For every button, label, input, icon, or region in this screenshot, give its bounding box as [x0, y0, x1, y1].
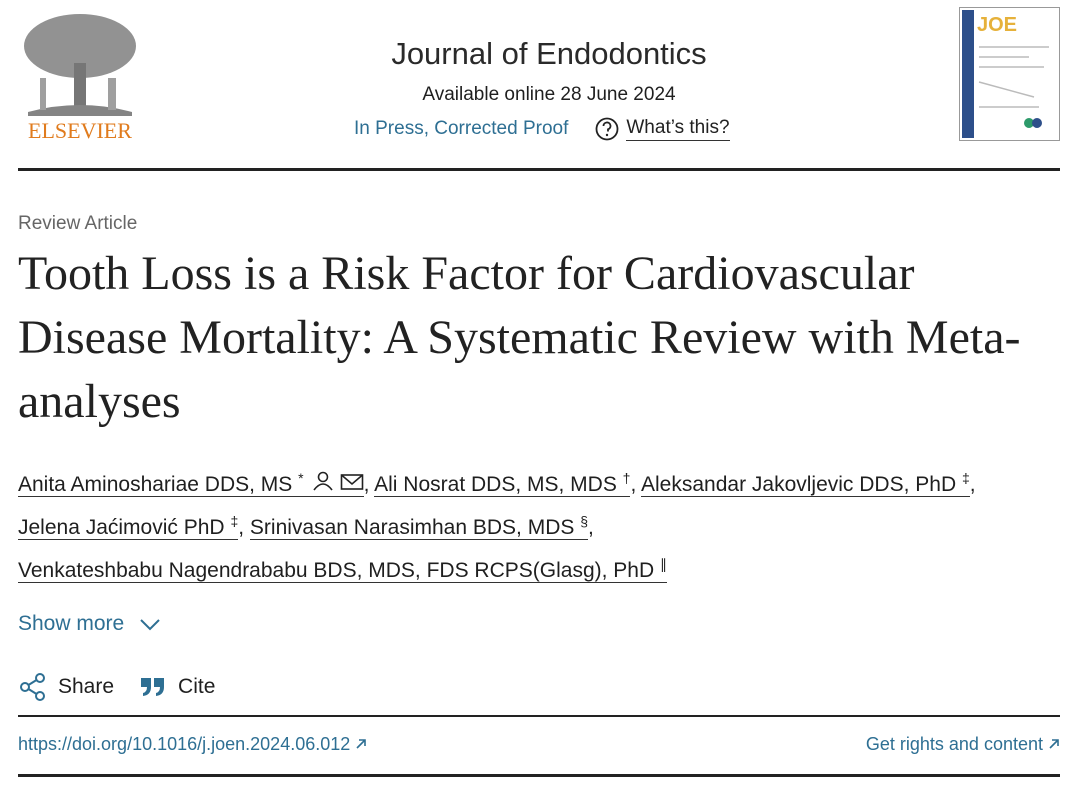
separator: , [630, 473, 637, 496]
whats-this-link[interactable]: What’s this? [626, 117, 730, 141]
affiliation-mark[interactable]: * [298, 470, 304, 486]
author-name[interactable]: Anita Aminoshariae DDS, MS [18, 473, 293, 496]
article-title: Tooth Loss is a Risk Factor for Cardiova… [18, 247, 1021, 428]
rights-link[interactable]: Get rights and content [866, 734, 1060, 755]
separator: , [363, 473, 370, 496]
doi[interactable]: https://doi.org/10.1016/j.joen.2024.06.0… [18, 734, 351, 754]
author-name[interactable]: Srinivasan Narasimhan BDS, MDS [249, 516, 575, 539]
author[interactable]: Srinivasan Narasimhan BDS, MDS § [249, 513, 589, 540]
show-more-label[interactable]: Show more [18, 612, 125, 635]
affiliation-mark[interactable]: † [622, 470, 631, 486]
article-type: Review Article [18, 213, 138, 234]
chevron-icon [140, 619, 160, 631]
affiliation-mark[interactable]: § [580, 513, 589, 529]
author-name[interactable]: Jelena Jaćimović PhD [18, 516, 225, 539]
publisher: ELSEVIER [28, 118, 132, 143]
cover-title: JOE [977, 14, 1017, 36]
divider [18, 774, 1060, 777]
share-label[interactable]: Share [58, 675, 115, 698]
external-icon [356, 739, 367, 749]
show-more[interactable]: Show more [18, 612, 162, 636]
external-icon [1049, 739, 1059, 749]
author[interactable]: Anita Aminoshariae DDS, MS * [18, 470, 364, 497]
divider [18, 168, 1060, 171]
separator: , [588, 516, 594, 539]
author[interactable]: Jelena Jaćimović PhD ‡ [18, 513, 239, 540]
elsevier-logo: ELSEVIER [24, 14, 136, 143]
doi-link[interactable]: https://doi.org/10.1016/j.joen.2024.06.0… [18, 734, 367, 755]
affiliation-mark[interactable]: ‡ [961, 470, 970, 486]
journal-name[interactable]: Journal of Endodontics [391, 36, 707, 71]
share-icon[interactable] [18, 672, 48, 702]
cite-label[interactable]: Cite [178, 675, 216, 698]
status-row: In Press, Corrected Proof What’s this? [354, 116, 730, 142]
status: In Press, Corrected Proof [354, 118, 569, 139]
help-icon[interactable] [594, 116, 620, 142]
available-date: Available online 28 June 2024 [422, 84, 676, 105]
cite-icon[interactable] [140, 675, 168, 699]
author-name[interactable]: Venkateshbabu Nagendrababu BDS, MDS, FDS… [18, 559, 655, 582]
person-icon[interactable] [312, 471, 334, 491]
affiliation-mark[interactable]: ∥ [660, 556, 667, 572]
journal-cover[interactable]: JOE [959, 7, 1060, 141]
author[interactable]: Ali Nosrat DDS, MS, MDS † [374, 470, 631, 497]
author-name[interactable]: Ali Nosrat DDS, MS, MDS [374, 473, 617, 496]
separator: , [969, 473, 976, 496]
author[interactable]: Aleksandar Jakovljevic DDS, PhD ‡ [641, 470, 970, 497]
email-icon[interactable] [340, 473, 364, 491]
separator: , [238, 516, 245, 539]
author-name[interactable]: Aleksandar Jakovljevic DDS, PhD [641, 473, 957, 496]
tools: Share Cite [18, 672, 215, 702]
divider [18, 715, 1060, 717]
author[interactable]: Venkateshbabu Nagendrababu BDS, MDS, FDS… [18, 556, 667, 583]
affiliation-mark[interactable]: ‡ [230, 513, 239, 529]
rights[interactable]: Get rights and content [865, 734, 1043, 754]
author-list: Anita Aminoshariae DDS, MS *, Ali Nosrat… [18, 460, 1068, 589]
